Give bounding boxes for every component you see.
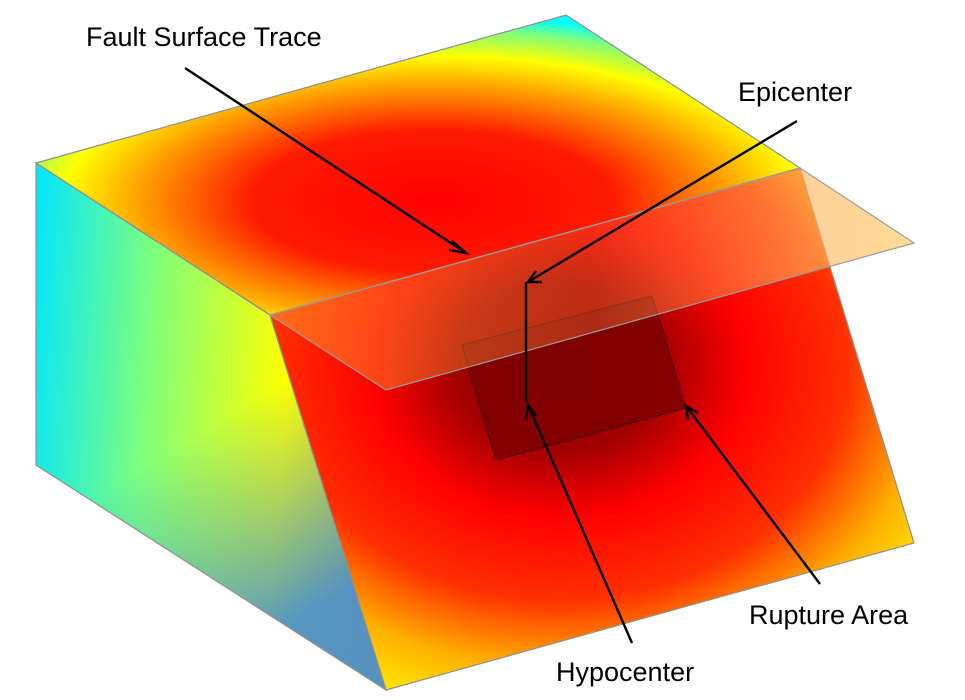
arrow-epicenter	[525, 119, 798, 284]
label-rupture-area: Rupture Area	[749, 600, 909, 630]
ground-plane	[268, 167, 916, 391]
arrow-rupture-area	[684, 403, 821, 585]
label-epicenter: Epicenter	[738, 77, 852, 107]
block-left-face-shade	[36, 163, 386, 690]
block-top-face	[36, 15, 800, 315]
label-fault-surface-trace: Fault Surface Trace	[86, 22, 322, 52]
arrow-hypocenter	[524, 401, 634, 644]
arrow-fault-surface-trace	[184, 66, 471, 255]
label-hypocenter: Hypocenter	[556, 657, 694, 687]
